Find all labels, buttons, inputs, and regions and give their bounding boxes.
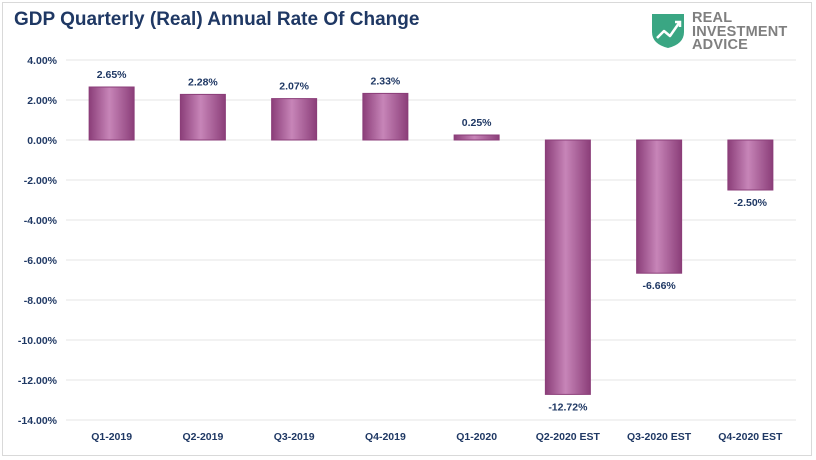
- x-tick-label: Q2-2020 EST: [536, 431, 601, 443]
- chart-title: GDP Quarterly (Real) Annual Rate Of Chan…: [14, 9, 420, 30]
- data-label: 2.28%: [188, 76, 218, 88]
- data-label: 2.07%: [279, 81, 309, 93]
- data-label: 2.33%: [370, 75, 400, 87]
- y-tick-label: -6.00%: [24, 255, 58, 267]
- shield-logo-icon: [652, 14, 684, 48]
- bar: [179, 93, 226, 141]
- y-tick-label: -4.00%: [24, 215, 58, 227]
- data-labels: 2.65% 2.28% 2.07% 2.33% 0.25% -12.72% -6.66% -2…: [97, 69, 768, 413]
- bar: [453, 134, 500, 141]
- logo-line-1: REAL: [692, 10, 733, 26]
- x-tick-label: Q4-2019: [365, 431, 406, 443]
- bar: [362, 92, 409, 141]
- x-tick-label: Q3-2020 EST: [627, 431, 692, 443]
- y-axis-ticks: 4.00% 2.00% 0.00% -2.00% -4.00% -6.00% -8.00% -…: [18, 55, 58, 427]
- y-tick-label: 0.00%: [27, 135, 57, 147]
- x-tick-label: Q4-2020 EST: [718, 431, 783, 443]
- data-label: 2.65%: [97, 69, 127, 81]
- gridlines: [66, 59, 796, 421]
- y-tick-label: -12.00%: [18, 375, 58, 387]
- x-axis-ticks: Q1-2019 Q2-2019 Q3-2019 Q4-2019 Q1-2020 Q2-20…: [91, 431, 783, 443]
- y-tick-label: 2.00%: [27, 95, 57, 107]
- brand-logo: REAL INVESTMENT ADVICE: [648, 10, 808, 54]
- x-tick-label: Q3-2019: [274, 431, 315, 443]
- y-tick-label: 4.00%: [27, 55, 57, 67]
- data-label: 0.25%: [462, 117, 492, 129]
- bar: [271, 98, 318, 141]
- x-tick-label: Q1-2019: [91, 431, 132, 443]
- data-label: -12.72%: [548, 401, 588, 413]
- y-tick-label: -10.00%: [18, 335, 58, 347]
- chart-frame: [2, 2, 812, 456]
- x-tick-label: Q2-2019: [182, 431, 223, 443]
- y-tick-label: -14.00%: [18, 415, 58, 427]
- bar: [727, 139, 774, 191]
- data-label: -2.50%: [734, 197, 768, 209]
- x-tick-label: Q1-2020: [456, 431, 497, 443]
- bar: [636, 139, 683, 274]
- bar: [88, 86, 135, 141]
- bar: [544, 139, 591, 395]
- y-tick-label: -8.00%: [24, 295, 58, 307]
- logo-line-3: ADVICE: [692, 37, 748, 53]
- bars: [88, 86, 774, 395]
- logo-text: REAL INVESTMENT ADVICE: [692, 10, 788, 53]
- logo-line-2: INVESTMENT: [692, 23, 788, 40]
- y-tick-label: -2.00%: [24, 175, 58, 187]
- data-label: -6.66%: [642, 280, 676, 292]
